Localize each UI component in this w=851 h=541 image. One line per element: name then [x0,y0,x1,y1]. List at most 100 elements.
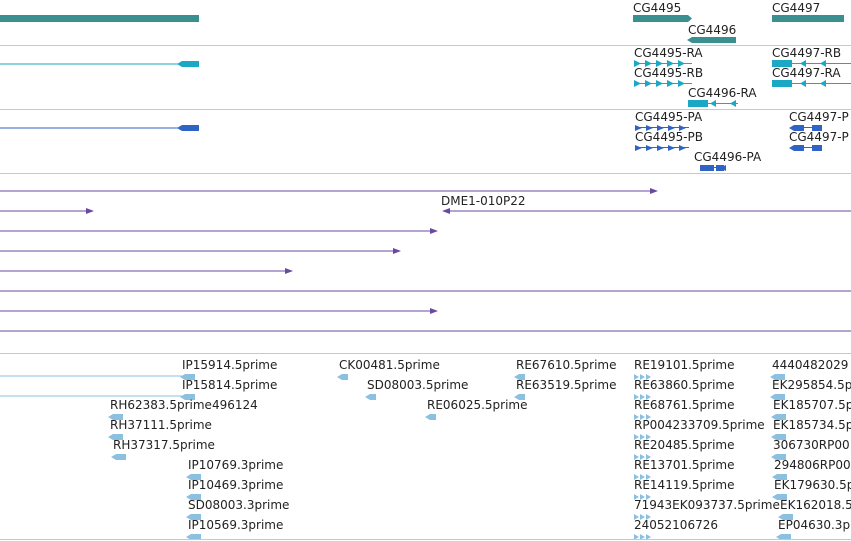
est-label-dme1-010p22[interactable]: DME1-010P22 [441,194,526,208]
gene-glyph-cg4496[interactable] [692,37,736,43]
transcript-cg4496-ra-glyph[interactable] [688,100,738,107]
protein-label-cg4496-pa[interactable]: CG4496-PA [694,150,762,164]
transcript-cg4497-rb-glyph[interactable] [772,60,851,67]
protein-cg4497-p-glyph-2[interactable] [789,145,822,151]
cdna-label[interactable]: IP10769.3prime [188,458,284,472]
cdna-label[interactable]: RH62383.5prime496124 [110,398,258,412]
protein-label-cg4497-p-2[interactable]: CG4497-P [789,130,849,144]
transcript-label-cg4495-ra[interactable]: CG4495-RA [634,46,703,60]
cdna-glyph[interactable] [186,534,201,540]
protein-exon-left[interactable] [182,125,199,131]
protein-cg4495-pa-glyph[interactable] [635,125,689,131]
cdna-label[interactable]: SD08003.3prime [188,498,290,512]
cdna-label[interactable]: EK162018.5 [780,498,851,512]
gene-label-cg4495[interactable]: CG4495 [633,1,682,15]
cdna-glyph[interactable] [634,434,651,440]
cdna-label[interactable]: IP15914.5prime [182,358,278,372]
cdna-glyph[interactable] [771,414,786,420]
cdna-label[interactable]: EK185707.5p [773,398,851,412]
cdna-label[interactable]: RE68761.5prime [634,398,735,412]
cdna-label[interactable]: RE14119.5prime [634,478,735,492]
cdna-glyph[interactable] [365,394,376,400]
cdna-glyph[interactable] [108,434,123,440]
cdna-glyph[interactable] [180,394,195,400]
cdna-label[interactable]: IP10469.3prime [188,478,284,492]
protein-cg4497-p-glyph-1[interactable] [789,125,822,131]
cdna-glyph[interactable] [337,374,348,380]
gene-label-cg4497[interactable]: CG4497 [772,1,821,15]
cdna-glyph[interactable] [186,494,201,500]
est-track: DME1-010P22 [0,174,851,352]
gene-glyph-left[interactable] [0,15,199,22]
cdna-label[interactable]: 306730RP00 [773,438,850,452]
cdna-label[interactable]: CK00481.5prime [339,358,440,372]
protein-arrow-left [177,125,182,131]
cdna-glyph[interactable] [634,514,651,520]
cdna-label[interactable]: RE06025.5prime [427,398,528,412]
cdna-label[interactable]: EK295854.5p [772,378,851,392]
cdna-glyph[interactable] [425,414,436,420]
cdna-label[interactable]: EK179630.5p [774,478,851,492]
transcript-cg4495-ra-glyph[interactable] [634,60,692,67]
transcript-label-cg4497-ra[interactable]: CG4497-RA [772,66,841,80]
cdna-glyph[interactable] [634,494,651,500]
cdna-label[interactable]: 71943EK093737.5prime [634,498,780,512]
cdna-glyph[interactable] [634,374,651,380]
transcript-label-cg4495-rb[interactable]: CG4495-RB [634,66,704,80]
transcript-label-cg4496-ra[interactable]: CG4496-RA [688,86,757,100]
cdna-glyph[interactable] [634,394,651,400]
cdna-label[interactable]: RH37317.5prime [113,438,215,452]
cdna-label[interactable]: RP004233709.5prime [634,418,765,432]
cdna-label[interactable]: RH37111.5prime [110,418,212,432]
gene-glyph-cg4497[interactable] [772,15,844,22]
cdna-glyph[interactable] [776,534,791,540]
cdna-label[interactable]: RE63519.5prime [516,378,617,392]
cdna-glyph[interactable] [180,374,195,380]
cdna-glyph[interactable] [771,434,786,440]
cdna-glyph[interactable] [514,374,525,380]
transcript-cg4497-ra-glyph[interactable] [772,80,851,87]
cdna-glyph[interactable] [634,454,651,460]
cdna-glyph[interactable] [111,454,126,460]
cdna-label[interactable]: 294806RP00 [774,458,851,472]
protein-label-cg4495-pb[interactable]: CG4495-PB [635,130,704,144]
transcript-label-cg4497-rb[interactable]: CG4497-RB [772,46,842,60]
cdna-label[interactable]: IP15814.5prime [182,378,278,392]
cdna-glyph[interactable] [772,494,787,500]
cdna-label[interactable]: RE20485.5prime [634,438,735,452]
transcript-a-exon-left[interactable] [182,61,199,67]
track-separator [0,353,851,354]
cdna-label[interactable]: 4440482029 [772,358,849,372]
cdna-label[interactable]: SD08003.5prime [367,378,469,392]
cdna-glyph[interactable] [778,514,793,520]
gene-glyph-cg4495[interactable] [633,15,688,22]
cdna-glyph[interactable] [770,394,785,400]
cdna-glyph[interactable] [770,374,785,380]
cdna-glyph[interactable] [634,534,651,540]
cdna-label[interactable]: RE67610.5prime [516,358,617,372]
cdna-glyph[interactable] [186,514,201,520]
cdna-label[interactable]: RE13701.5prime [634,458,735,472]
cdna-glyph[interactable] [186,474,201,480]
cdna-label[interactable]: 24052106726 [634,518,718,532]
cdna-label[interactable]: IP10569.3prime [188,518,284,532]
cdna-label[interactable]: EP04630.3p [778,518,851,532]
protein-cg4496-pa-glyph[interactable] [700,165,726,171]
cdna-glyph[interactable] [772,474,787,480]
cdna-label[interactable]: EK185734.5p [773,418,851,432]
cdna-label[interactable]: RE63860.5prime [634,378,735,392]
cdna-label[interactable]: RE19101.5prime [634,358,735,372]
cdna-glyph[interactable] [634,474,651,480]
cdna-glyph[interactable] [634,414,651,420]
track-separator [0,173,851,174]
est-alignment-4-arrow [393,248,401,254]
cdna-glyph[interactable] [771,454,786,460]
transcript-cg4495-rb-glyph[interactable] [634,80,692,87]
cdna-glyph[interactable] [108,414,123,420]
protein-label-cg4497-p-1[interactable]: CG4497-P [789,110,849,124]
est-alignment-1-arrow [650,188,658,194]
protein-label-cg4495-pa[interactable]: CG4495-PA [635,110,703,124]
protein-cg4495-pb-glyph[interactable] [635,145,689,151]
gene-label-cg4496[interactable]: CG4496 [688,23,737,37]
cdna-glyph[interactable] [514,394,525,400]
